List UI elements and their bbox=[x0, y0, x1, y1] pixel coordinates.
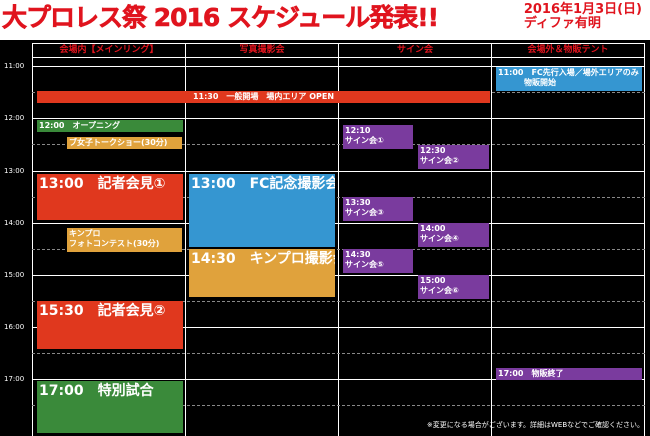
event-autograph-4: 14:00 サイン会④ bbox=[418, 223, 489, 247]
event-general-open: 11:30 一般開場 場内エリア OPEN bbox=[37, 91, 490, 103]
event-date-day: 2016年1月3日(日) bbox=[523, 2, 642, 17]
grid-line bbox=[491, 43, 492, 436]
event-autograph-5: 14:30 サイン会⑤ bbox=[343, 249, 413, 273]
event-press-conference-1: 13:00 記者会見① bbox=[37, 174, 183, 220]
event-autograph-1-label: サイン会① bbox=[345, 136, 384, 145]
hour-line bbox=[32, 171, 645, 172]
event-press-conference-2: 15:30 記者会見② bbox=[37, 301, 183, 349]
hour-line bbox=[32, 223, 645, 224]
column-header-autograph: サイン会 bbox=[396, 45, 433, 55]
event-autograph-3: 13:30 サイン会③ bbox=[343, 197, 413, 221]
half-hour-line bbox=[32, 353, 645, 354]
event-autograph-2: 12:30 サイン会② bbox=[418, 145, 489, 169]
grid-line bbox=[32, 43, 645, 44]
event-autograph-4-label: サイン会④ bbox=[420, 234, 459, 243]
half-hour-line bbox=[32, 301, 645, 302]
event-autograph-3-time: 13:30 bbox=[345, 198, 371, 207]
half-hour-line bbox=[32, 249, 645, 250]
event-autograph-6-time: 15:00 bbox=[420, 276, 446, 285]
time-label: 16:00 bbox=[4, 323, 25, 331]
time-label: 12:00 bbox=[4, 114, 25, 122]
grid-line bbox=[185, 43, 186, 436]
event-talk-show: ブ女子トークショー(30分) bbox=[67, 137, 182, 149]
event-photo-contest: キンプロ フォトコンテスト(30分) bbox=[67, 228, 182, 252]
hour-line bbox=[32, 275, 645, 276]
event-autograph-3-label: サイン会③ bbox=[345, 208, 384, 217]
event-fc-early-entry: 11:00 FC先行入場／場外エリアのみ 物販開始 bbox=[496, 67, 642, 91]
half-hour-line bbox=[32, 405, 645, 406]
hour-line bbox=[32, 118, 645, 119]
event-autograph-5-time: 14:30 bbox=[345, 250, 371, 259]
event-date: 2016年1月3日(日) ディファ有明 bbox=[524, 3, 642, 31]
event-autograph-1-time: 12:10 bbox=[345, 126, 371, 135]
half-hour-line bbox=[32, 197, 645, 198]
event-autograph-6-label: サイン会⑥ bbox=[420, 286, 459, 295]
time-label: 11:00 bbox=[4, 62, 25, 70]
hour-line bbox=[32, 327, 645, 328]
half-hour-line bbox=[32, 144, 645, 145]
page-title: 大プロレス祭 2016 スケジュール発表!! bbox=[2, 3, 440, 33]
event-fc-entry-line2: 物販開始 bbox=[524, 78, 556, 87]
grid-line bbox=[644, 43, 645, 436]
event-autograph-2-label: サイン会② bbox=[420, 156, 459, 165]
event-special-match: 17:00 特別試合 bbox=[37, 381, 183, 433]
event-photo-contest-line1: キンプロ bbox=[69, 229, 101, 238]
event-autograph-6: 15:00 サイン会⑥ bbox=[418, 275, 489, 299]
time-label: 14:00 bbox=[4, 219, 25, 227]
disclaimer-note: ※変更になる場合がございます。詳細はWEBなどでご確認ください。 bbox=[426, 421, 644, 429]
event-autograph-2-time: 12:30 bbox=[420, 146, 446, 155]
event-photo-contest-line2: フォトコンテスト(30分) bbox=[69, 239, 160, 248]
event-fc-entry-line1: 11:00 FC先行入場／場外エリアのみ bbox=[498, 68, 639, 77]
time-label: 17:00 bbox=[4, 375, 25, 383]
event-autograph-1: 12:10 サイン会① bbox=[343, 125, 413, 149]
event-autograph-4-time: 14:00 bbox=[420, 224, 446, 233]
column-header-main-ring: 会場内【メインリング】 bbox=[59, 45, 159, 55]
grid-line bbox=[32, 43, 33, 436]
column-header-photo-session: 写真撮影会 bbox=[239, 45, 285, 55]
event-venue: ディファ有明 bbox=[523, 16, 601, 31]
event-merch-end: 17:00 物販終了 bbox=[496, 368, 642, 380]
grid-line bbox=[338, 43, 339, 436]
event-fc-photo-session: 13:00 FC記念撮影会 bbox=[189, 174, 335, 247]
time-label: 13:00 bbox=[4, 167, 25, 175]
event-autograph-5-label: サイン会⑤ bbox=[345, 260, 384, 269]
time-label: 15:00 bbox=[4, 271, 25, 279]
grid-line bbox=[32, 57, 645, 58]
column-header-outside-merch: 会場外＆物販テント bbox=[527, 45, 609, 55]
event-opening: 12:00 オープニング bbox=[37, 120, 183, 132]
hour-line bbox=[32, 66, 645, 67]
event-kinpro-photo-session: 14:30 キンプロ撮影会 bbox=[189, 249, 335, 297]
hour-line bbox=[32, 379, 645, 380]
